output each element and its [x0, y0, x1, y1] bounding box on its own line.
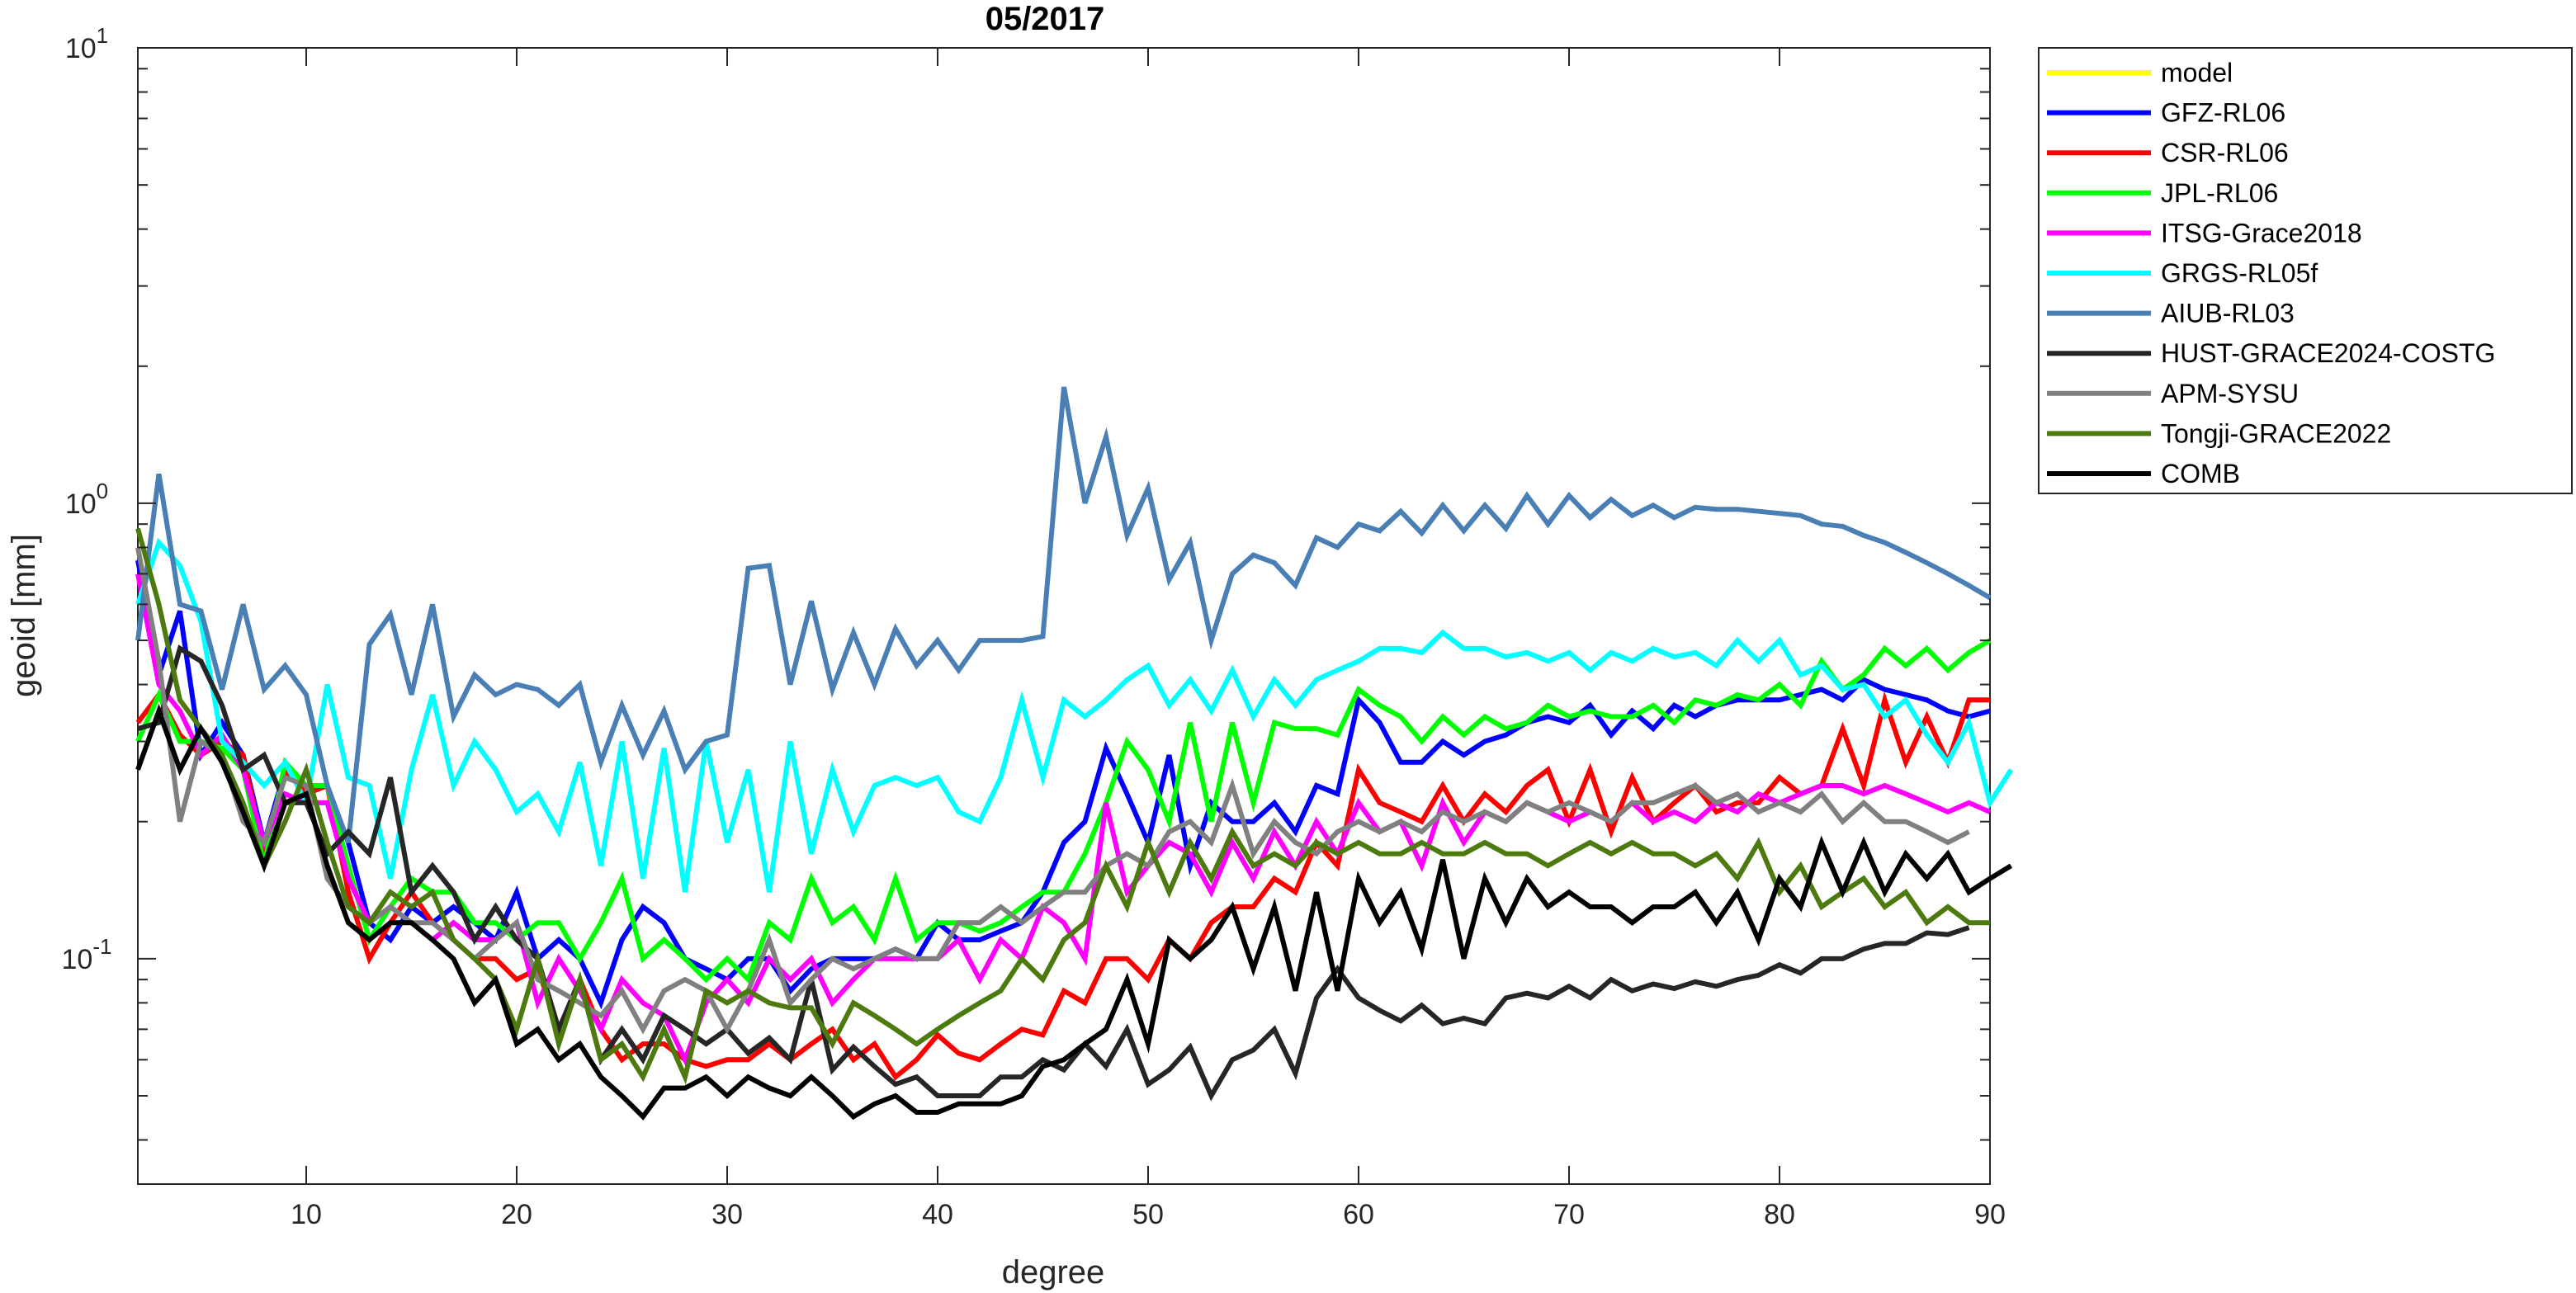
- x-axis-label: degree: [1002, 1254, 1105, 1291]
- series-line-1: [135, 559, 1991, 1010]
- legend-entries: model GFZ-RL06 CSR-RL06 JPL-RL06 ITSG-Grace2…: [2047, 58, 2495, 488]
- series-line-9: [135, 527, 1990, 1085]
- legend: model GFZ-RL06 CSR-RL06 JPL-RL06 ITSG-Grace2…: [2038, 47, 2573, 494]
- x-tick-label: 30: [711, 1199, 743, 1230]
- y-tick-label: 10-1: [62, 934, 112, 975]
- x-tick-label: 50: [1132, 1199, 1164, 1230]
- legend-label-2: CSR-RL06: [2161, 138, 2289, 168]
- legend-label-6: AIUB-RL03: [2161, 299, 2295, 328]
- plot-frame: [137, 47, 1991, 1185]
- x-tick-label: 60: [1343, 1199, 1374, 1230]
- x-tick-label: 80: [1764, 1199, 1795, 1230]
- legend-label-1: GFZ-RL06: [2161, 98, 2285, 128]
- y-tick-label: 100: [65, 479, 108, 520]
- legend-label-4: ITSG-Grace2018: [2161, 218, 2362, 248]
- legend-label-9: Tongji-GRACE2022: [2161, 418, 2391, 448]
- legend-label-5: GRGS-RL05f: [2161, 258, 2318, 288]
- x-tick-label: 20: [501, 1199, 532, 1230]
- x-tick-label: 90: [1974, 1199, 2006, 1230]
- y-axis-label: geoid [mm]: [6, 534, 42, 697]
- tick-layer: 10 20 30 40 50 60 70 80 90 10-1 100 101: [62, 23, 2006, 1230]
- series-line-6: [135, 386, 1992, 844]
- series-line-10: [135, 703, 2013, 1121]
- x-tick-label: 70: [1553, 1199, 1585, 1230]
- series-layer: [135, 386, 2014, 1121]
- x-tick-label: 10: [291, 1199, 322, 1230]
- plot-area: 10 20 30 40 50 60 70 80 90 10-1 100 101: [62, 23, 2014, 1230]
- series-line-8: [135, 546, 1970, 1035]
- chart-title: 05/2017: [985, 1, 1105, 37]
- x-tick-label: 40: [922, 1199, 953, 1230]
- y-tick-label: 101: [65, 23, 108, 64]
- legend-label-8: APM-SYSU: [2161, 379, 2299, 408]
- legend-label-7: HUST-GRACE2024-COSTG: [2161, 338, 2495, 368]
- legend-label-10: COMB: [2161, 459, 2240, 488]
- legend-label-3: JPL-RL06: [2161, 178, 2278, 208]
- legend-label-0: model: [2161, 58, 2233, 87]
- series-line-5: [135, 537, 2014, 893]
